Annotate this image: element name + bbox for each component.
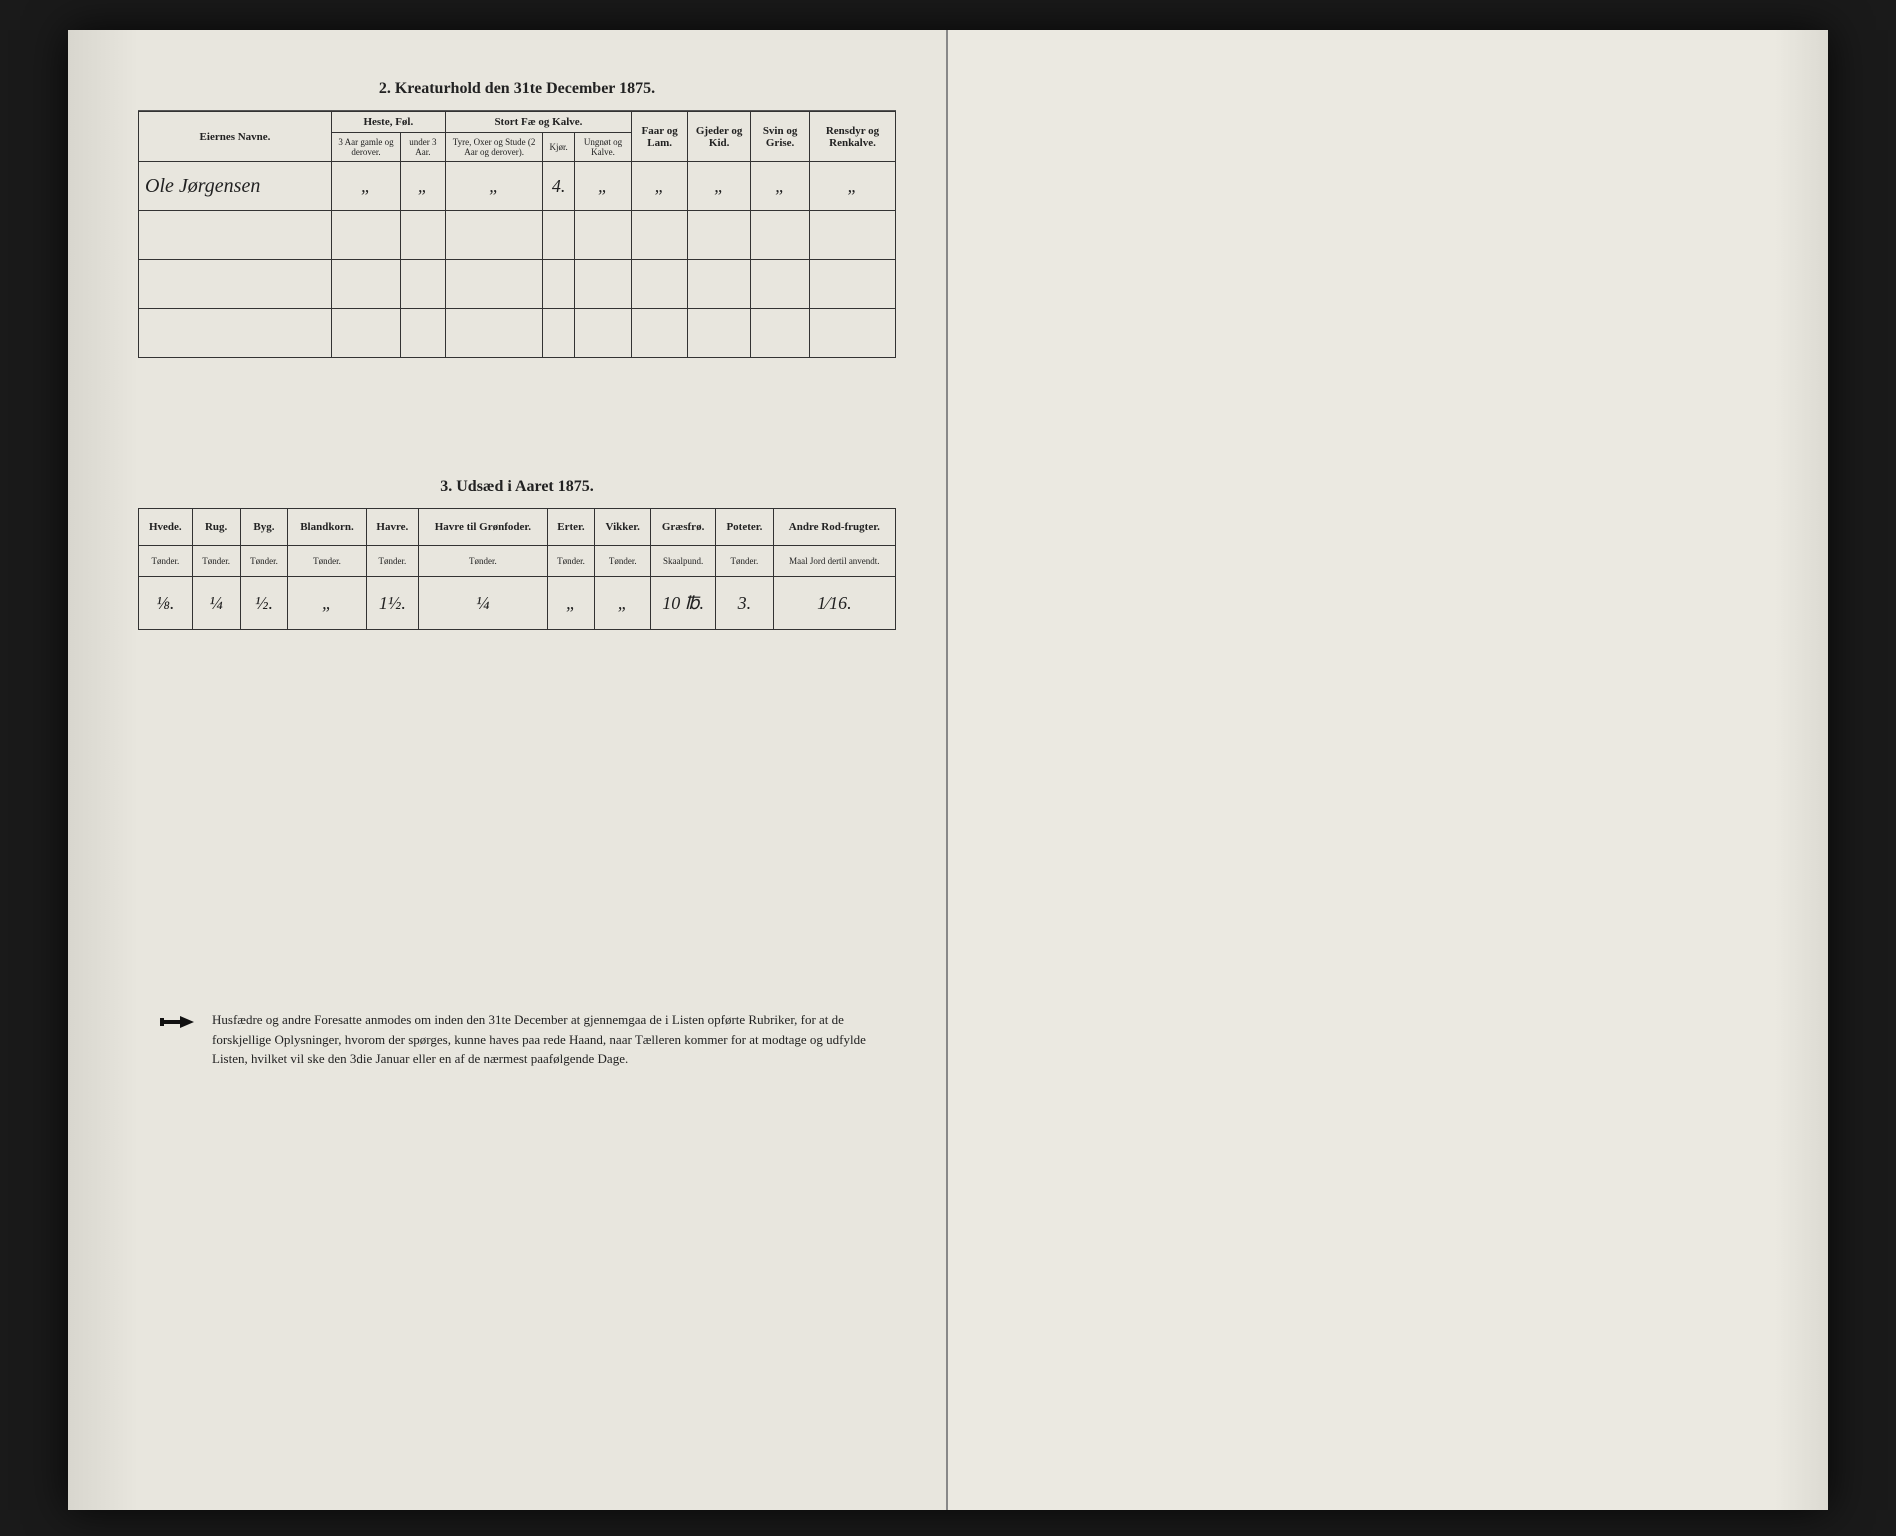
cell: „ (574, 162, 631, 211)
table-row (139, 260, 896, 309)
table-row (139, 211, 896, 260)
table-row: ⅛. ¼ ½. „ 1½. ¼ „ „ 10 ℔. 3. 1⁄16. (139, 577, 896, 630)
cell: ¼ (419, 577, 547, 630)
section2-title: 2. Kreaturhold den 31te December 1875. (138, 80, 896, 98)
livestock-table: Eiernes Navne. Heste, Føl. Stort Fæ og K… (138, 111, 896, 358)
unit: Tønder. (139, 546, 193, 577)
col-owner: Eiernes Navne. (139, 112, 332, 162)
cell: „ (445, 162, 543, 211)
unit-row: Tønder. Tønder. Tønder. Tønder. Tønder. … (139, 546, 896, 577)
cell: „ (632, 162, 688, 211)
pointing-hand-icon (158, 1010, 198, 1034)
col: Vikker. (595, 509, 651, 546)
header-row: Hvede. Rug. Byg. Blandkorn. Havre. Havre… (139, 509, 896, 546)
sowing-table: Hvede. Rug. Byg. Blandkorn. Havre. Havre… (138, 508, 896, 630)
section3: 3. Udsæd i Aaret 1875. Hvede. Rug. Byg. … (138, 478, 896, 630)
cell: ½. (240, 577, 288, 630)
cell: „ (595, 577, 651, 630)
unit: Tønder. (547, 546, 595, 577)
col-c3: Ungnøt og Kalve. (574, 133, 631, 162)
col-horses-group: Heste, Føl. (332, 112, 446, 133)
table-row: Ole Jørgensen „ „ „ 4. „ „ „ „ „ (139, 162, 896, 211)
cell: „ (547, 577, 595, 630)
col-reindeer: Rensdyr og Renkalve. (810, 112, 896, 162)
col-pigs: Svin og Grise. (751, 112, 810, 162)
table-row (139, 309, 896, 358)
cell: 3. (716, 577, 773, 630)
col-sheep: Faar og Lam. (632, 112, 688, 162)
left-page: 2. Kreaturhold den 31te December 1875. E… (68, 30, 948, 1510)
col: Andre Rod-frugter. (773, 509, 895, 546)
col: Poteter. (716, 509, 773, 546)
col: Græsfrø. (651, 509, 716, 546)
col-h2: under 3 Aar. (401, 133, 446, 162)
unit: Tønder. (366, 546, 419, 577)
unit: Tønder. (419, 546, 547, 577)
unit: Tønder. (716, 546, 773, 577)
col: Havre til Grønfoder. (419, 509, 547, 546)
unit: Tønder. (288, 546, 366, 577)
right-page (948, 30, 1828, 1510)
footer-text: Husfædre og andre Foresatte anmodes om i… (212, 1010, 876, 1069)
cell: ⅛. (139, 577, 193, 630)
col-c1: Tyre, Oxer og Stude (2 Aar og derover). (445, 133, 543, 162)
cell: 10 ℔. (651, 577, 716, 630)
section3-title: 3. Udsæd i Aaret 1875. (138, 478, 896, 496)
cell: ¼ (192, 577, 240, 630)
cell: „ (401, 162, 446, 211)
col-h1: 3 Aar gamle og derover. (332, 133, 401, 162)
cell: „ (688, 162, 751, 211)
col: Blandkorn. (288, 509, 366, 546)
cell: „ (332, 162, 401, 211)
col-c2: Kjør. (543, 133, 574, 162)
col: Rug. (192, 509, 240, 546)
cell: 1½. (366, 577, 419, 630)
unit: Maal Jord dertil anvendt. (773, 546, 895, 577)
unit: Tønder. (192, 546, 240, 577)
col: Hvede. (139, 509, 193, 546)
col: Erter. (547, 509, 595, 546)
col: Byg. (240, 509, 288, 546)
cell: 4. (543, 162, 574, 211)
cell: „ (288, 577, 366, 630)
unit: Skaalpund. (651, 546, 716, 577)
book-spread: 2. Kreaturhold den 31te December 1875. E… (68, 30, 1828, 1510)
cell: „ (810, 162, 896, 211)
col-cattle-group: Stort Fæ og Kalve. (445, 112, 631, 133)
col-goats: Gjeder og Kid. (688, 112, 751, 162)
cell: 1⁄16. (773, 577, 895, 630)
unit: Tønder. (240, 546, 288, 577)
col: Havre. (366, 509, 419, 546)
footer-note: Husfædre og andre Foresatte anmodes om i… (138, 1010, 896, 1069)
cell: „ (751, 162, 810, 211)
unit: Tønder. (595, 546, 651, 577)
owner-cell: Ole Jørgensen (139, 162, 332, 211)
